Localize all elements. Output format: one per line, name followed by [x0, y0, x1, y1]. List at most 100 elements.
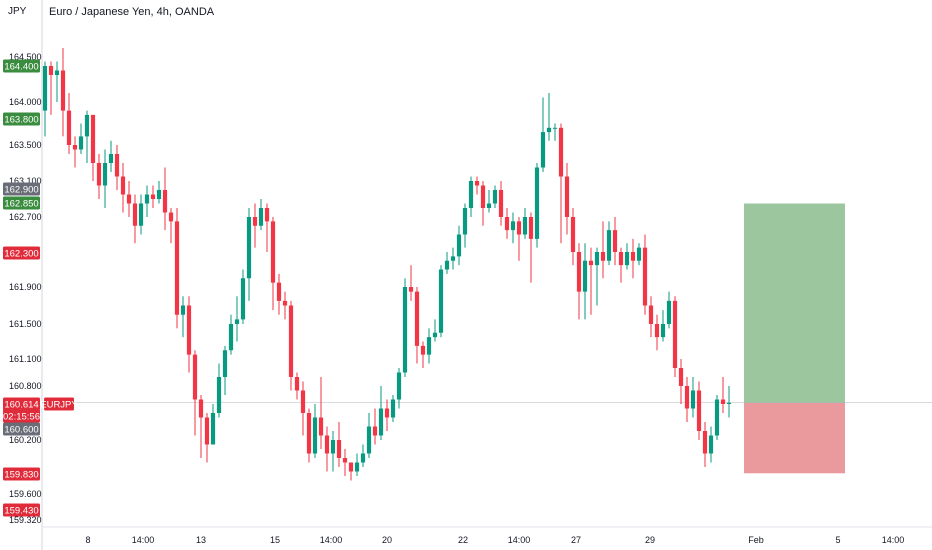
candle-body[interactable] [138, 203, 144, 226]
candle-body[interactable] [636, 247, 642, 261]
candle-body[interactable] [684, 386, 690, 409]
candle-body[interactable] [360, 453, 366, 463]
candle-body[interactable] [708, 435, 714, 454]
stop-loss-zone[interactable] [744, 402, 845, 474]
candle-body[interactable] [420, 345, 426, 355]
candle-body[interactable] [648, 305, 654, 325]
candle-body[interactable] [678, 368, 684, 386]
candle-body[interactable] [126, 194, 132, 204]
candle-body[interactable] [162, 190, 168, 213]
candle-body[interactable] [702, 431, 708, 454]
candle-body[interactable] [426, 337, 432, 355]
candle-body[interactable] [510, 221, 516, 231]
candle-body[interactable] [630, 252, 636, 261]
candle-body[interactable] [558, 127, 564, 177]
candle-body[interactable] [60, 70, 66, 111]
candle-body[interactable] [660, 324, 666, 338]
candle-body[interactable] [474, 181, 480, 186]
candle-body[interactable] [570, 217, 576, 252]
candle-body[interactable] [258, 208, 264, 226]
candle-body[interactable] [654, 324, 660, 338]
candle-body[interactable] [108, 154, 114, 163]
candle-body[interactable] [132, 203, 138, 226]
candle-body[interactable] [192, 354, 198, 400]
candle-body[interactable] [54, 70, 60, 76]
candle-body[interactable] [240, 278, 246, 320]
candle-body[interactable] [150, 194, 156, 200]
candle-body[interactable] [234, 319, 240, 324]
candle-body[interactable] [690, 390, 696, 409]
candle-body[interactable] [444, 260, 450, 270]
candle-body[interactable] [348, 462, 354, 472]
candle-body[interactable] [282, 300, 288, 306]
candle-body[interactable] [264, 208, 270, 222]
candle-body[interactable] [456, 234, 462, 257]
candle-body[interactable] [90, 114, 96, 163]
candle-body[interactable] [330, 440, 336, 454]
candle-body[interactable] [222, 350, 228, 377]
candle-body[interactable] [516, 221, 522, 235]
candle-body[interactable] [414, 291, 420, 346]
candle-body[interactable] [246, 217, 252, 279]
take-profit-zone[interactable] [744, 203, 845, 403]
candle-body[interactable] [612, 230, 618, 252]
candle-body[interactable] [696, 390, 702, 432]
candle-body[interactable] [186, 305, 192, 355]
candle-body[interactable] [672, 300, 678, 368]
candle-body[interactable] [642, 247, 648, 306]
candle-body[interactable] [78, 136, 84, 150]
candle-body[interactable] [618, 252, 624, 266]
candle-body[interactable] [492, 190, 498, 204]
candle-body[interactable] [210, 413, 216, 445]
candle-body[interactable] [438, 269, 444, 333]
candle-body[interactable] [180, 305, 186, 315]
candle-body[interactable] [324, 435, 330, 454]
candle-body[interactable] [624, 252, 630, 266]
candle-body[interactable] [402, 287, 408, 373]
candle-body[interactable] [84, 114, 90, 137]
candle-body[interactable] [540, 132, 546, 168]
candle-body[interactable] [318, 417, 324, 436]
candle-body[interactable] [594, 252, 600, 266]
candle-body[interactable] [582, 260, 588, 292]
candle-body[interactable] [714, 399, 720, 436]
candle-body[interactable] [276, 282, 282, 301]
candle-body[interactable] [480, 185, 486, 209]
candle-body[interactable] [384, 408, 390, 418]
candle-body[interactable] [102, 163, 108, 186]
candle-body[interactable] [396, 372, 402, 400]
candle-body[interactable] [288, 305, 294, 378]
candle-body[interactable] [498, 190, 504, 217]
candle-body[interactable] [720, 399, 726, 405]
candle-body[interactable] [198, 399, 204, 418]
candle-body[interactable] [546, 127, 552, 133]
candle-body[interactable] [228, 324, 234, 351]
candle-body[interactable] [312, 417, 318, 454]
candle-body[interactable] [354, 462, 360, 472]
candle-body[interactable] [168, 212, 174, 222]
candle-body[interactable] [462, 208, 468, 235]
candle-body[interactable] [378, 408, 384, 436]
candle-body[interactable] [252, 217, 258, 226]
candle-body[interactable] [528, 217, 534, 239]
candle-body[interactable] [48, 66, 54, 75]
candle-body[interactable] [450, 256, 456, 261]
candle-body[interactable] [552, 127, 558, 129]
candle-body[interactable] [270, 221, 276, 283]
candle-body[interactable] [666, 300, 672, 324]
candle-body[interactable] [408, 287, 414, 292]
candle-body[interactable] [294, 377, 300, 391]
candle-body[interactable] [534, 167, 540, 239]
candle-body[interactable] [342, 458, 348, 463]
candle-body[interactable] [504, 217, 510, 231]
candle-body[interactable] [96, 163, 102, 186]
candle-body[interactable] [588, 260, 594, 266]
candle-body[interactable] [336, 440, 342, 458]
candle-body[interactable] [432, 332, 438, 338]
candle-body[interactable] [216, 377, 222, 413]
candle-body[interactable] [300, 390, 306, 414]
candle-body[interactable] [726, 402, 732, 404]
candle-body[interactable] [120, 176, 126, 195]
candle-body[interactable] [606, 230, 612, 261]
